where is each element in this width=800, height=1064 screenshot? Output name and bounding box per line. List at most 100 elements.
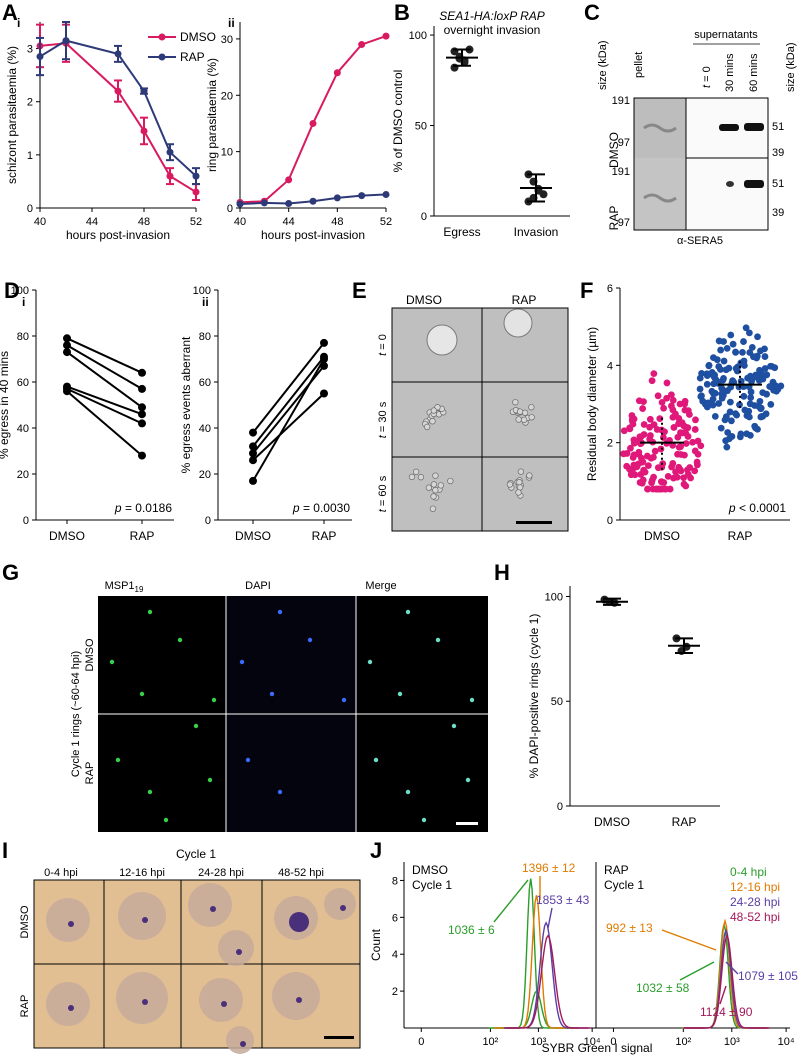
data-point <box>639 405 647 412</box>
data-point <box>659 434 667 441</box>
parasite <box>142 999 148 1005</box>
data-point <box>631 471 639 479</box>
data-point <box>746 349 754 356</box>
parasite-spot <box>211 697 217 703</box>
data-point <box>637 433 645 441</box>
data-point <box>629 420 637 428</box>
data-point <box>358 41 366 49</box>
x-tick-label: 10² <box>675 1036 691 1048</box>
x-category-label: Egress <box>443 225 480 239</box>
panel-letter-j: J <box>370 838 382 863</box>
x-axis-label: SYBR Green I signal <box>542 1041 653 1055</box>
blot-60min: 60 mins <box>748 53 760 92</box>
y-tick-label: 0 <box>607 515 613 527</box>
y-axis-label: ring parasitaemia (%) <box>205 58 219 172</box>
parasite-spot <box>277 789 283 795</box>
data-point <box>138 368 146 377</box>
series-line-dmso <box>39 42 197 193</box>
blot-row-rap: RAP <box>607 206 621 231</box>
y-tick-label: 100 <box>545 591 563 603</box>
data-point <box>658 398 666 406</box>
data-point <box>752 371 760 379</box>
merozoite <box>515 416 522 423</box>
merozoite <box>526 472 533 479</box>
data-point <box>717 424 725 432</box>
x-tick-label: 0 <box>610 1036 616 1048</box>
y-tick-label: 0 <box>227 203 233 215</box>
blot-marker-51-a: 51 <box>772 121 784 133</box>
parasite-spot <box>269 691 275 697</box>
data-point <box>737 430 745 438</box>
data-point <box>62 37 70 45</box>
y-axis-label: % of DMSO control <box>391 70 405 173</box>
data-point <box>766 383 774 390</box>
annot-left-0: 1036 ± 6 <box>448 923 495 937</box>
parasite-spot <box>397 691 403 697</box>
series-line-dmso <box>239 35 387 204</box>
data-point <box>627 444 634 452</box>
parasite-spot <box>277 609 283 615</box>
data-point <box>681 406 689 414</box>
erythrocyte <box>188 883 232 927</box>
chart-b: 0 50 100 % of DMSO control Egress Invasion <box>391 26 570 239</box>
blot-30min: 30 mins <box>724 53 736 92</box>
data-point <box>715 337 723 345</box>
blot-band-dmso-60 <box>744 123 764 131</box>
b-title-line1: SEA1-HA:loxP RAP <box>439 9 545 23</box>
blot-marker-191-b: 191 <box>612 166 630 178</box>
merozoite <box>521 409 529 416</box>
i-header: Cycle 1 <box>176 847 216 861</box>
data-point <box>732 349 740 356</box>
pair-line <box>66 390 143 457</box>
blot-sup-rap <box>685 157 769 231</box>
x-tick-label: 40 <box>34 216 46 228</box>
parasite <box>240 1041 246 1047</box>
merozoite <box>516 479 523 486</box>
y-tick-label: 0 <box>23 515 29 527</box>
data-point <box>763 390 771 398</box>
blot-pellet-band-rap <box>643 193 677 203</box>
data-point <box>747 388 755 396</box>
data-point <box>720 387 727 394</box>
y-tick-label: 60 <box>17 377 29 389</box>
data-point <box>725 435 733 443</box>
annot-left-1: 1396 ± 12 <box>522 861 576 875</box>
parasite-spot <box>147 609 153 615</box>
data-point <box>684 433 692 440</box>
merozoite <box>423 423 431 431</box>
blot-antibody: α-SERA5 <box>677 235 723 247</box>
data-point <box>755 403 763 411</box>
merozoite <box>506 481 514 488</box>
data-point <box>333 194 341 202</box>
series-line-rap <box>39 39 197 177</box>
annot-arrow-right-1 <box>679 961 715 981</box>
x-tick-label: 52 <box>190 216 202 228</box>
data-point <box>320 355 328 363</box>
annot-arrow-left-2 <box>547 907 553 929</box>
parasite-spot <box>193 723 199 729</box>
data-point <box>696 385 704 393</box>
y-tick-label: 2 <box>607 438 613 450</box>
data-point <box>703 370 711 378</box>
e-col-dmso: DMSO <box>406 293 442 307</box>
x-tick-label: 10³ <box>724 1036 740 1048</box>
panel-letter-g: G <box>2 560 19 585</box>
data-point <box>249 449 257 458</box>
data-point <box>309 119 317 127</box>
histogram-subtitle: Cycle 1 <box>412 878 452 892</box>
parasite <box>68 1005 74 1011</box>
data-point <box>709 395 717 403</box>
merozoite <box>512 399 519 406</box>
data-point <box>677 443 684 451</box>
data-point <box>249 476 257 485</box>
data-point <box>650 370 658 378</box>
x-tick-label: 52 <box>380 216 392 228</box>
erythrocyte <box>118 892 166 940</box>
x-tick-label: 10⁴ <box>778 1036 795 1048</box>
data-point <box>644 462 652 470</box>
data-point <box>358 192 366 200</box>
x-category-label: Invasion <box>514 225 559 239</box>
erythrocyte <box>46 898 90 942</box>
annot-arrow-left-0 <box>493 879 529 923</box>
y-tick-label: 100 <box>409 30 427 42</box>
